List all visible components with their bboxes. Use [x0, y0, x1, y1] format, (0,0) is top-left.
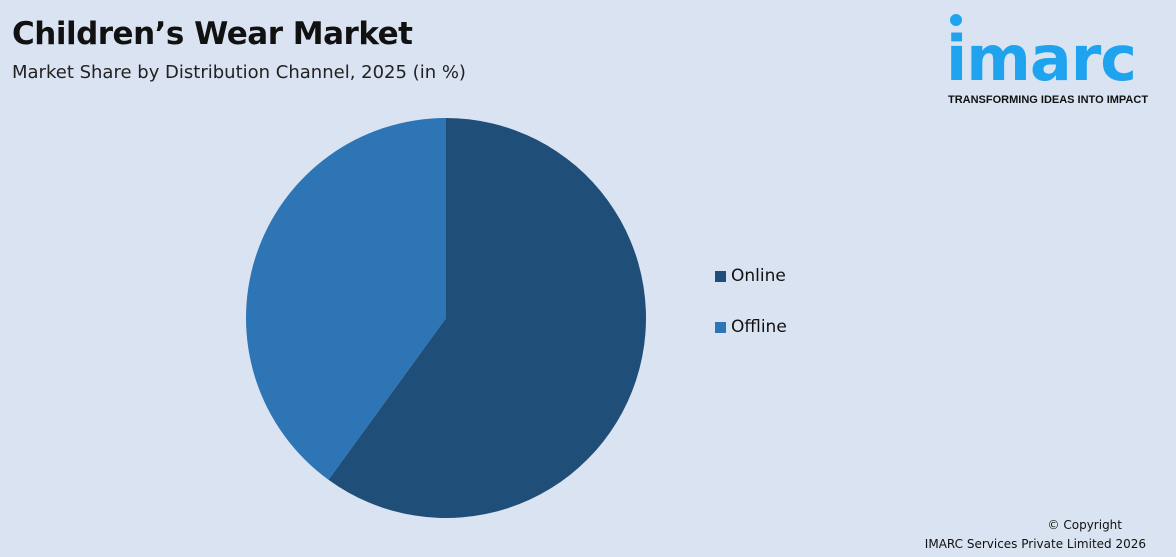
logo-dot-icon: [950, 14, 962, 26]
legend-label-online: Online: [731, 266, 786, 286]
legend-item-offline: Offline: [715, 317, 787, 337]
imarc-logo: imarc TRANSFORMING IDEAS INTO IMPACT: [946, 10, 1170, 110]
page-title: Children’s Wear Market: [12, 16, 413, 52]
legend-swatch-online: [715, 270, 726, 282]
company-text: IMARC Services Private Limited 2026: [924, 537, 1146, 551]
logo-wordmark: imarc: [946, 22, 1137, 95]
logo-tagline: TRANSFORMING IDEAS INTO IMPACT: [948, 94, 1149, 106]
legend-item-online: Online: [715, 266, 787, 286]
footer: © Copyright IMARC Services Private Limit…: [925, 516, 1146, 554]
copyright-text: © Copyright: [1047, 518, 1122, 532]
legend-swatch-offline: [715, 321, 726, 333]
pie-slice-online: [328, 118, 646, 519]
pie-slice-offline: [246, 117, 446, 480]
legend-label-offline: Offline: [731, 317, 787, 337]
page-subtitle: Market Share by Distribution Channel, 20…: [12, 62, 466, 83]
legend: Online Offline: [715, 266, 787, 368]
